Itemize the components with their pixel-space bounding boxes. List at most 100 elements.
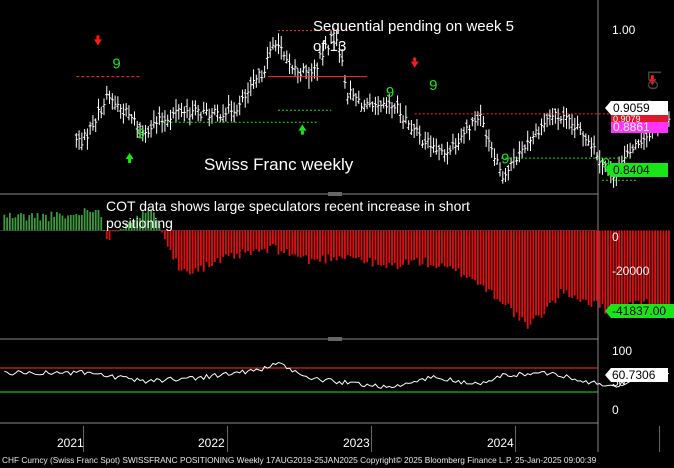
cot-bar-55 [155,219,158,231]
cot-bar-144 [402,230,404,265]
panel-resize-handle-1[interactable] [328,192,342,196]
cot-bar-18 [53,216,56,231]
cot-bar-74 [208,230,211,267]
td-nine-5: 9 [429,77,437,94]
cot-bar-35 [100,217,103,231]
side-tab-logo[interactable]: Lo [644,70,664,90]
cot-bar-205 [571,230,573,298]
cot-bar-207 [576,230,579,300]
tag-level-low: 0.8861 [611,120,668,134]
cot-bar-109 [305,230,308,256]
cot-bar-157 [438,230,440,267]
cot-bar-98 [274,230,277,246]
cot-bar-96 [269,230,272,246]
cot-bar-83 [233,230,236,259]
price-panel: 999999999 [74,28,671,188]
cot-bar-107 [299,230,302,258]
tag-price-last-text: 0.9059 [613,101,650,115]
cot-bar-84 [236,230,238,255]
sell-arrow-stem-3 [413,57,417,62]
cot-bar-13 [39,220,42,231]
cot-bar-146 [407,230,410,265]
cot-bar-97 [272,230,274,245]
cot-bar-196 [546,230,548,307]
cot-bar-215 [598,230,601,308]
cot-bar-128 [357,230,360,257]
cot-bar-175 [488,230,490,290]
cot-bar-127 [355,230,357,259]
buy-arrow-stem-1 [300,130,304,135]
cot-bar-68 [191,230,194,274]
tag-cot-last: -41837.00 [605,304,674,318]
cot-bar-232 [645,230,648,300]
cot-bar-130 [363,230,366,264]
cot-bar-153 [427,230,429,268]
xaxis-label-2023: 2023 [343,436,370,450]
buy-arrow-0 [125,153,134,159]
cot-bar-121 [338,230,341,257]
cot-bar-91 [255,230,258,250]
sell-arrow-0 [93,39,102,46]
cot-bar-233 [648,230,651,309]
cot-bar-202 [562,230,565,294]
cot-bar-141 [393,230,396,263]
cot-bar-155 [432,230,435,267]
cot-bar-159 [443,230,446,267]
cot-bar-169 [471,230,474,280]
cot-bar-115 [321,230,324,256]
cot-bar-101 [283,230,285,253]
cot-bar-206 [573,230,576,296]
cot-bar-216 [601,230,604,305]
cot-bar-33 [94,210,97,231]
cot-bar-164 [457,230,460,269]
cot-bar-46 [130,222,133,231]
cot-bar-39 [111,230,114,232]
tag-support-level-text: 0.8404 [613,163,650,177]
cot-bar-179 [499,230,501,302]
cot-ytick-1: -20000 [612,264,650,278]
cot-bar-9 [28,215,31,231]
cot-bar-118 [330,230,332,262]
cot-bar-192 [535,230,537,316]
cot-bar-200 [557,230,560,299]
cot-bar-185 [515,230,518,313]
sell-arrow-stem-4 [650,75,654,80]
cot-bar-104 [291,230,294,255]
cot-bar-154 [429,230,432,266]
cot-bar-54 [152,212,155,231]
cot-bar-27 [78,215,80,231]
cot-bar-240 [668,230,670,311]
cot-bar-117 [327,230,330,255]
cot-bar-217 [604,230,607,314]
cot-bar-71 [200,230,202,266]
cot-bar-170 [474,230,476,281]
cot-bar-19 [56,212,58,231]
cot-bar-126 [352,230,355,258]
cot-bar-195 [543,230,546,315]
cot-title-line1: COT data shows large speculators recent … [106,198,470,214]
cot-bar-239 [665,230,668,320]
cot-bar-43 [122,228,125,231]
cot-bar-57 [161,230,164,233]
cot-bar-135 [377,230,380,265]
cot-bar-102 [285,230,288,250]
cot-bar-112 [313,230,316,260]
cot-bar-167 [465,230,468,278]
cot-bar-119 [332,230,335,258]
tag-rsi-last: 60.7306 [605,368,668,382]
cot-bar-66 [186,230,188,272]
td-nine-4: 9 [386,84,394,101]
cot-bar-208 [579,230,582,302]
cot-bar-8 [25,220,28,231]
cot-bar-148 [413,230,416,261]
cot-bar-34 [97,209,100,231]
cot-bar-59 [166,230,169,247]
cot-bar-225 [626,230,629,309]
cot-bar-234 [651,230,654,310]
cot-bar-231 [643,230,645,302]
cot-bar-85 [238,230,241,259]
td-nine-7: 9 [602,155,610,172]
cot-bar-212 [590,230,593,307]
cot-bar-138 [385,230,388,269]
panel-resize-handle-2[interactable] [328,337,342,341]
